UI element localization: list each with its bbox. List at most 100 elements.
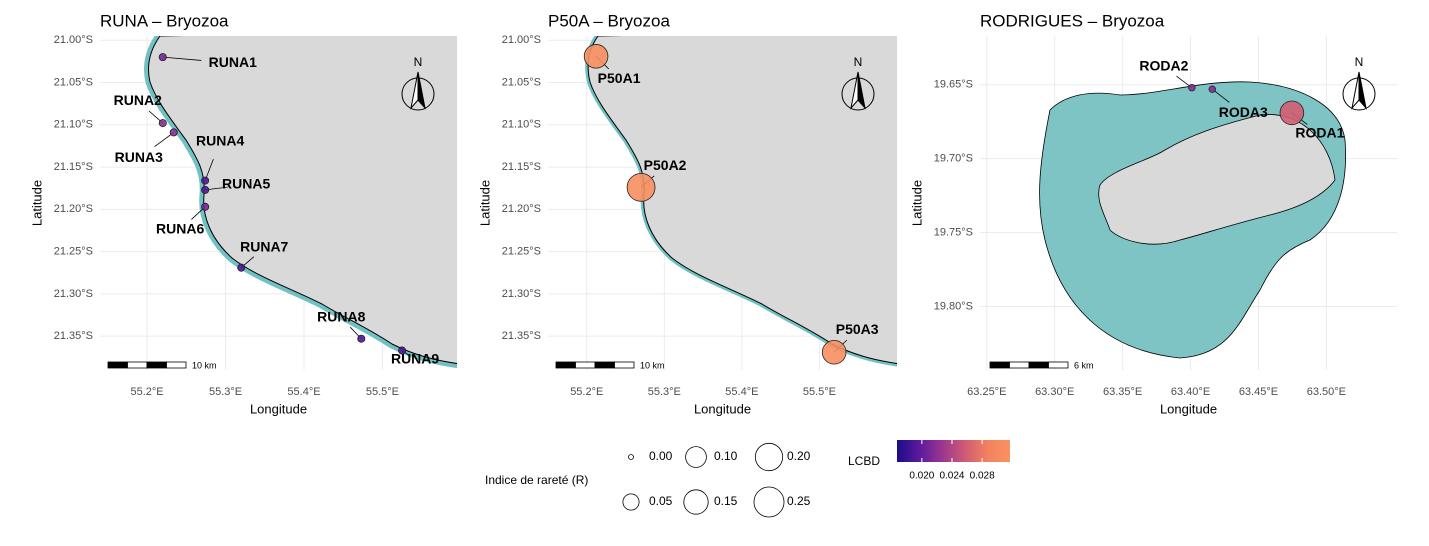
scale-bar-label: 10 km xyxy=(640,360,665,370)
x-tick-label: 55.3°E xyxy=(209,386,242,398)
size-legend-label: 0.15 xyxy=(714,494,738,508)
scale-bar-segment xyxy=(555,361,576,369)
y-tick-label: 21.30°S xyxy=(54,288,93,300)
site-point xyxy=(1279,100,1305,126)
site-label: RUNA5 xyxy=(222,176,270,192)
y-tick-label: 21.00°S xyxy=(502,34,541,46)
north-label: N xyxy=(854,55,863,69)
p50a-land xyxy=(585,36,897,367)
site-label: P50A3 xyxy=(836,321,879,337)
size-legend-key xyxy=(628,454,634,460)
site-label: RUNA6 xyxy=(156,221,204,237)
runa-land xyxy=(143,36,457,369)
scale-bar-segment xyxy=(575,361,596,369)
site-label: RUNA2 xyxy=(114,92,162,108)
site-point xyxy=(169,128,178,137)
x-tick-label: 63.30°E xyxy=(1035,386,1074,398)
y-tick-label: 19.65°S xyxy=(934,79,973,91)
size-legend-key xyxy=(753,486,785,518)
north-label: N xyxy=(414,55,423,69)
color-bar xyxy=(897,440,1010,462)
site-label: RUNA4 xyxy=(196,132,244,148)
site-point xyxy=(237,263,246,272)
x-tick-label: 63.25°E xyxy=(967,386,1006,398)
size-legend-label: 0.00 xyxy=(649,449,673,463)
scale-bar-segment xyxy=(146,361,167,369)
site-label: RODA2 xyxy=(1139,57,1188,73)
y-tick-label: 21.30°S xyxy=(502,288,541,300)
site-point xyxy=(626,173,656,202)
north-arrow-left xyxy=(1351,71,1360,110)
site-point xyxy=(158,53,167,62)
y-tick-label: 21.00°S xyxy=(54,34,93,46)
size-legend-key xyxy=(685,446,707,468)
rodrigues-land xyxy=(1039,81,1346,359)
site-label: RUNA3 xyxy=(115,149,163,165)
y-tick-label: 21.25°S xyxy=(54,246,93,258)
size-legend-label: 0.20 xyxy=(787,449,811,463)
panel-title: P50A – Bryozoa xyxy=(548,11,670,30)
y-axis-title: Latitude xyxy=(477,180,492,226)
y-tick-label: 21.10°S xyxy=(54,119,93,131)
y-tick-label: 21.25°S xyxy=(502,246,541,258)
x-tick-label: 55.2°E xyxy=(130,386,163,398)
site-point xyxy=(201,176,210,185)
size-legend-label: 0.10 xyxy=(714,449,738,463)
site-point xyxy=(583,44,609,69)
site-point xyxy=(1208,85,1216,93)
y-tick-label: 21.05°S xyxy=(54,76,93,88)
scale-bar-segment xyxy=(107,361,128,369)
size-legend-label: 0.05 xyxy=(649,494,673,508)
site-point xyxy=(821,339,847,365)
x-tick-label: 63.50°E xyxy=(1307,386,1346,398)
size-legend-title: Indice de rareté (R) xyxy=(485,473,588,487)
y-tick-label: 21.15°S xyxy=(502,161,541,173)
y-tick-label: 19.80°S xyxy=(934,300,973,312)
scale-bar-segment xyxy=(127,361,148,369)
scale-bar-segment xyxy=(1009,361,1030,369)
site-point xyxy=(201,202,210,211)
scale-bar-segment xyxy=(166,361,187,369)
site-label: RUNA9 xyxy=(391,350,439,366)
x-tick-label: 55.3°E xyxy=(648,386,681,398)
y-axis-title: Latitude xyxy=(909,180,924,226)
x-axis-title: Longitude xyxy=(1160,401,1217,416)
north-arrow-right xyxy=(857,71,866,110)
scale-bar-label: 10 km xyxy=(192,360,217,370)
site-label: RUNA7 xyxy=(240,238,288,254)
y-tick-label: 19.70°S xyxy=(934,153,973,165)
site-point xyxy=(201,185,210,194)
x-tick-label: 63.35°E xyxy=(1103,386,1142,398)
site-point xyxy=(357,334,366,343)
y-tick-label: 21.05°S xyxy=(502,76,541,88)
x-tick-label: 55.5°E xyxy=(803,386,836,398)
panel-title: RODRIGUES – Bryozoa xyxy=(980,11,1165,30)
scale-bar-segment xyxy=(1028,361,1049,369)
site-point xyxy=(158,119,167,128)
north-label: N xyxy=(1355,55,1364,69)
x-tick-label: 55.4°E xyxy=(287,386,320,398)
x-tick-label: 63.40°E xyxy=(1171,386,1210,398)
x-tick-label: 63.45°E xyxy=(1239,386,1278,398)
site-point xyxy=(398,346,407,355)
size-legend-key xyxy=(622,493,640,511)
site-label: RODA1 xyxy=(1295,125,1344,141)
scale-bar-segment xyxy=(614,361,635,369)
y-tick-label: 21.15°S xyxy=(54,161,93,173)
site-label: RODA3 xyxy=(1219,104,1268,120)
label-leader xyxy=(162,56,202,61)
scale-bar-label: 6 km xyxy=(1074,360,1094,370)
north-arrow-right xyxy=(417,71,426,110)
scale-bar-segment xyxy=(594,361,615,369)
color-legend-title: LCBD xyxy=(848,454,880,468)
y-tick-label: 19.75°S xyxy=(934,226,973,238)
size-legend-key xyxy=(754,442,784,472)
size-legend-label: 0.25 xyxy=(787,494,811,508)
color-bar-label: 0.024 xyxy=(939,471,964,482)
site-point xyxy=(1188,84,1196,92)
y-tick-label: 21.35°S xyxy=(54,330,93,342)
scale-bar-segment xyxy=(989,361,1010,369)
x-axis-title: Longitude xyxy=(250,401,307,416)
site-label: RUNA1 xyxy=(209,54,257,70)
site-label: P50A2 xyxy=(644,157,687,173)
